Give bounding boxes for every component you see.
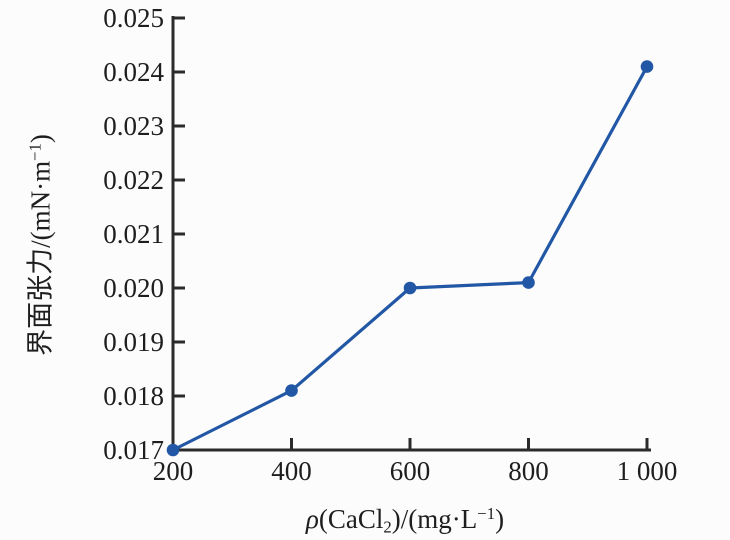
data-point bbox=[640, 60, 654, 73]
x-axis-title-subscript: 2 bbox=[383, 517, 392, 537]
data-point bbox=[166, 443, 180, 457]
data-point bbox=[522, 276, 535, 289]
x-tick-label: 800 bbox=[508, 456, 549, 486]
y-axis-title-main: 界面张力/(mN·m bbox=[25, 160, 56, 356]
x-axis-title-superscript: −1 bbox=[477, 504, 496, 523]
x-tick-label: 400 bbox=[271, 456, 312, 486]
y-axis-title: 界面张力/(mN·m−1) bbox=[19, 134, 56, 356]
data-point bbox=[285, 384, 298, 397]
y-tick-label: 0.022 bbox=[103, 165, 164, 195]
y-tick-label: 0.017 bbox=[103, 435, 164, 465]
y-axis-title-superscript: −1 bbox=[25, 143, 45, 161]
y-tick-label: 0.025 bbox=[103, 3, 164, 33]
y-tick-label: 0.019 bbox=[103, 327, 164, 357]
x-axis-title-rho: ρ bbox=[305, 504, 319, 535]
y-tick-label: 0.021 bbox=[103, 219, 164, 249]
x-axis-title-mid: )/(mg·L bbox=[391, 504, 478, 535]
x-tick-label: 600 bbox=[389, 456, 431, 486]
x-axis-title-close: ) bbox=[495, 504, 505, 535]
y-tick-label: 0.024 bbox=[103, 57, 164, 87]
x-axis-title-open: (CaCl bbox=[318, 504, 384, 535]
x-axis-title: ρ(CaCl2)/(mg·L−1) bbox=[306, 498, 504, 540]
series-line bbox=[172, 65, 649, 452]
y-tick-label: 0.023 bbox=[103, 111, 164, 141]
y-tick-label: 0.018 bbox=[103, 381, 164, 411]
y-axis-title-close: ) bbox=[25, 134, 56, 144]
data-point bbox=[403, 281, 417, 295]
x-tick-label: 200 bbox=[152, 456, 194, 486]
y-tick-label: 0.020 bbox=[103, 273, 164, 303]
x-tick-label: 1 000 bbox=[616, 456, 678, 486]
